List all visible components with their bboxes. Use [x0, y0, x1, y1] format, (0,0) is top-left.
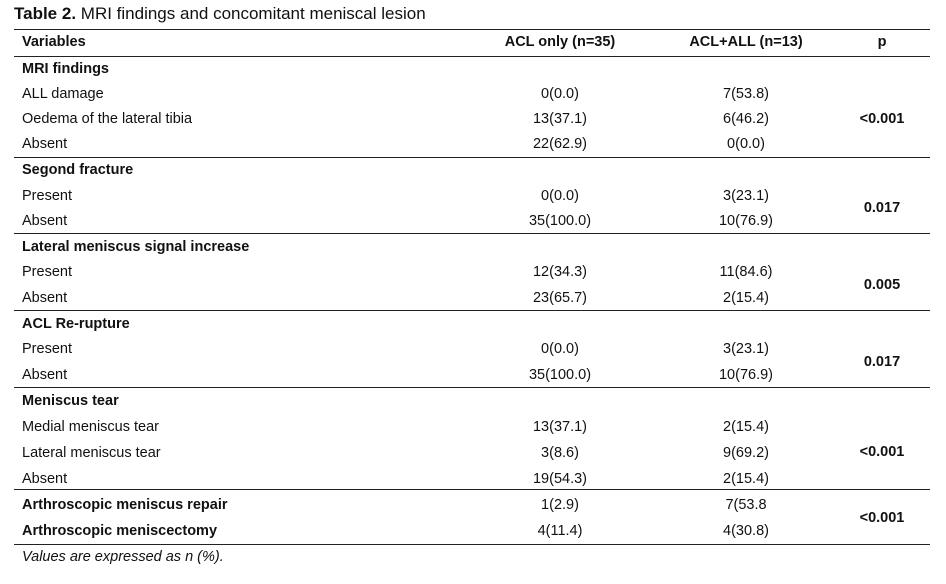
table-title: Table 2. MRI findings and concomitant me… — [14, 4, 426, 24]
section-heading: ACL Re-rupture — [22, 316, 130, 332]
table-footnote: Values are expressed as n (%). — [22, 549, 224, 565]
rule-section — [14, 387, 930, 388]
row-label: Arthroscopic meniscectomy — [22, 523, 218, 539]
row-acl-all: 4(30.8) — [723, 523, 769, 539]
column-header-variables: Variables — [22, 34, 86, 50]
row-label: Present — [22, 341, 72, 357]
rule-top — [14, 29, 930, 30]
table-title-text: MRI findings and concomitant meniscal le… — [80, 4, 426, 23]
row-acl-all: 11(84.6) — [719, 264, 773, 280]
row-acl-all: 3(23.1) — [723, 188, 769, 204]
row-acl-all: 2(15.4) — [723, 471, 769, 487]
row-acl-only: 3(8.6) — [541, 445, 579, 461]
row-acl-all: 7(53.8 — [725, 497, 767, 513]
row-acl-only: 0(0.0) — [541, 188, 579, 204]
row-acl-only: 12(34.3) — [532, 264, 587, 280]
row-label: Present — [22, 188, 72, 204]
row-label: Absent — [22, 213, 68, 229]
section-heading: Lateral meniscus signal increase — [22, 239, 250, 255]
p-value: <0.001 — [859, 510, 905, 526]
p-value: 0.005 — [863, 277, 901, 293]
row-label: Arthroscopic meniscus repair — [22, 497, 228, 513]
row-label: Absent — [22, 136, 68, 152]
row-acl-only: 1(2.9) — [541, 497, 579, 513]
column-header-acl-only: ACL only (n=35) — [504, 34, 616, 50]
p-value: 0.017 — [863, 200, 901, 216]
row-acl-only: 4(11.4) — [537, 523, 583, 539]
section-heading: Meniscus tear — [22, 393, 119, 409]
row-acl-all: 10(76.9) — [718, 213, 773, 229]
row-label: Lateral meniscus tear — [22, 445, 161, 461]
p-value: <0.001 — [859, 444, 905, 460]
row-acl-only: 0(0.0) — [541, 341, 579, 357]
row-acl-all: 10(76.9) — [718, 367, 773, 383]
row-acl-all: 7(53.8) — [723, 86, 769, 102]
row-acl-all: 3(23.1) — [723, 341, 769, 357]
rule-section — [14, 157, 930, 158]
row-acl-all: 2(15.4) — [723, 290, 769, 306]
row-acl-only: 19(54.3) — [532, 471, 587, 487]
column-header-acl-all: ACL+ALL (n=13) — [689, 34, 803, 50]
row-label: Absent — [22, 367, 68, 383]
row-acl-only: 0(0.0) — [541, 86, 579, 102]
row-label: Absent — [22, 471, 68, 487]
row-label: Absent — [22, 290, 68, 306]
row-acl-all: 2(15.4) — [723, 419, 769, 435]
row-acl-all: 9(69.2) — [723, 445, 769, 461]
rule-bottom — [14, 544, 930, 545]
p-value: 0.017 — [863, 354, 901, 370]
section-heading: Segond fracture — [22, 162, 134, 178]
row-acl-only: 13(37.1) — [532, 111, 587, 127]
rule-section — [14, 233, 930, 234]
row-acl-only: 35(100.0) — [528, 213, 592, 229]
row-acl-only: 35(100.0) — [528, 367, 592, 383]
row-label: Oedema of the lateral tibia — [22, 111, 193, 127]
section-heading: MRI findings — [22, 61, 109, 77]
row-acl-all: 0(0.0) — [727, 136, 765, 152]
row-acl-only: 22(62.9) — [532, 136, 587, 152]
row-label: Medial meniscus tear — [22, 419, 159, 435]
column-header-p: p — [877, 34, 887, 50]
row-acl-only: 13(37.1) — [532, 419, 587, 435]
row-label: Present — [22, 264, 72, 280]
rule-header — [14, 56, 930, 57]
row-label: ALL damage — [22, 86, 104, 102]
rule-section — [14, 489, 930, 490]
rule-section — [14, 310, 930, 311]
row-acl-only: 23(65.7) — [532, 290, 587, 306]
row-acl-all: 6(46.2) — [723, 111, 769, 127]
table-title-label: Table 2. — [14, 4, 77, 23]
p-value: <0.001 — [859, 111, 905, 127]
